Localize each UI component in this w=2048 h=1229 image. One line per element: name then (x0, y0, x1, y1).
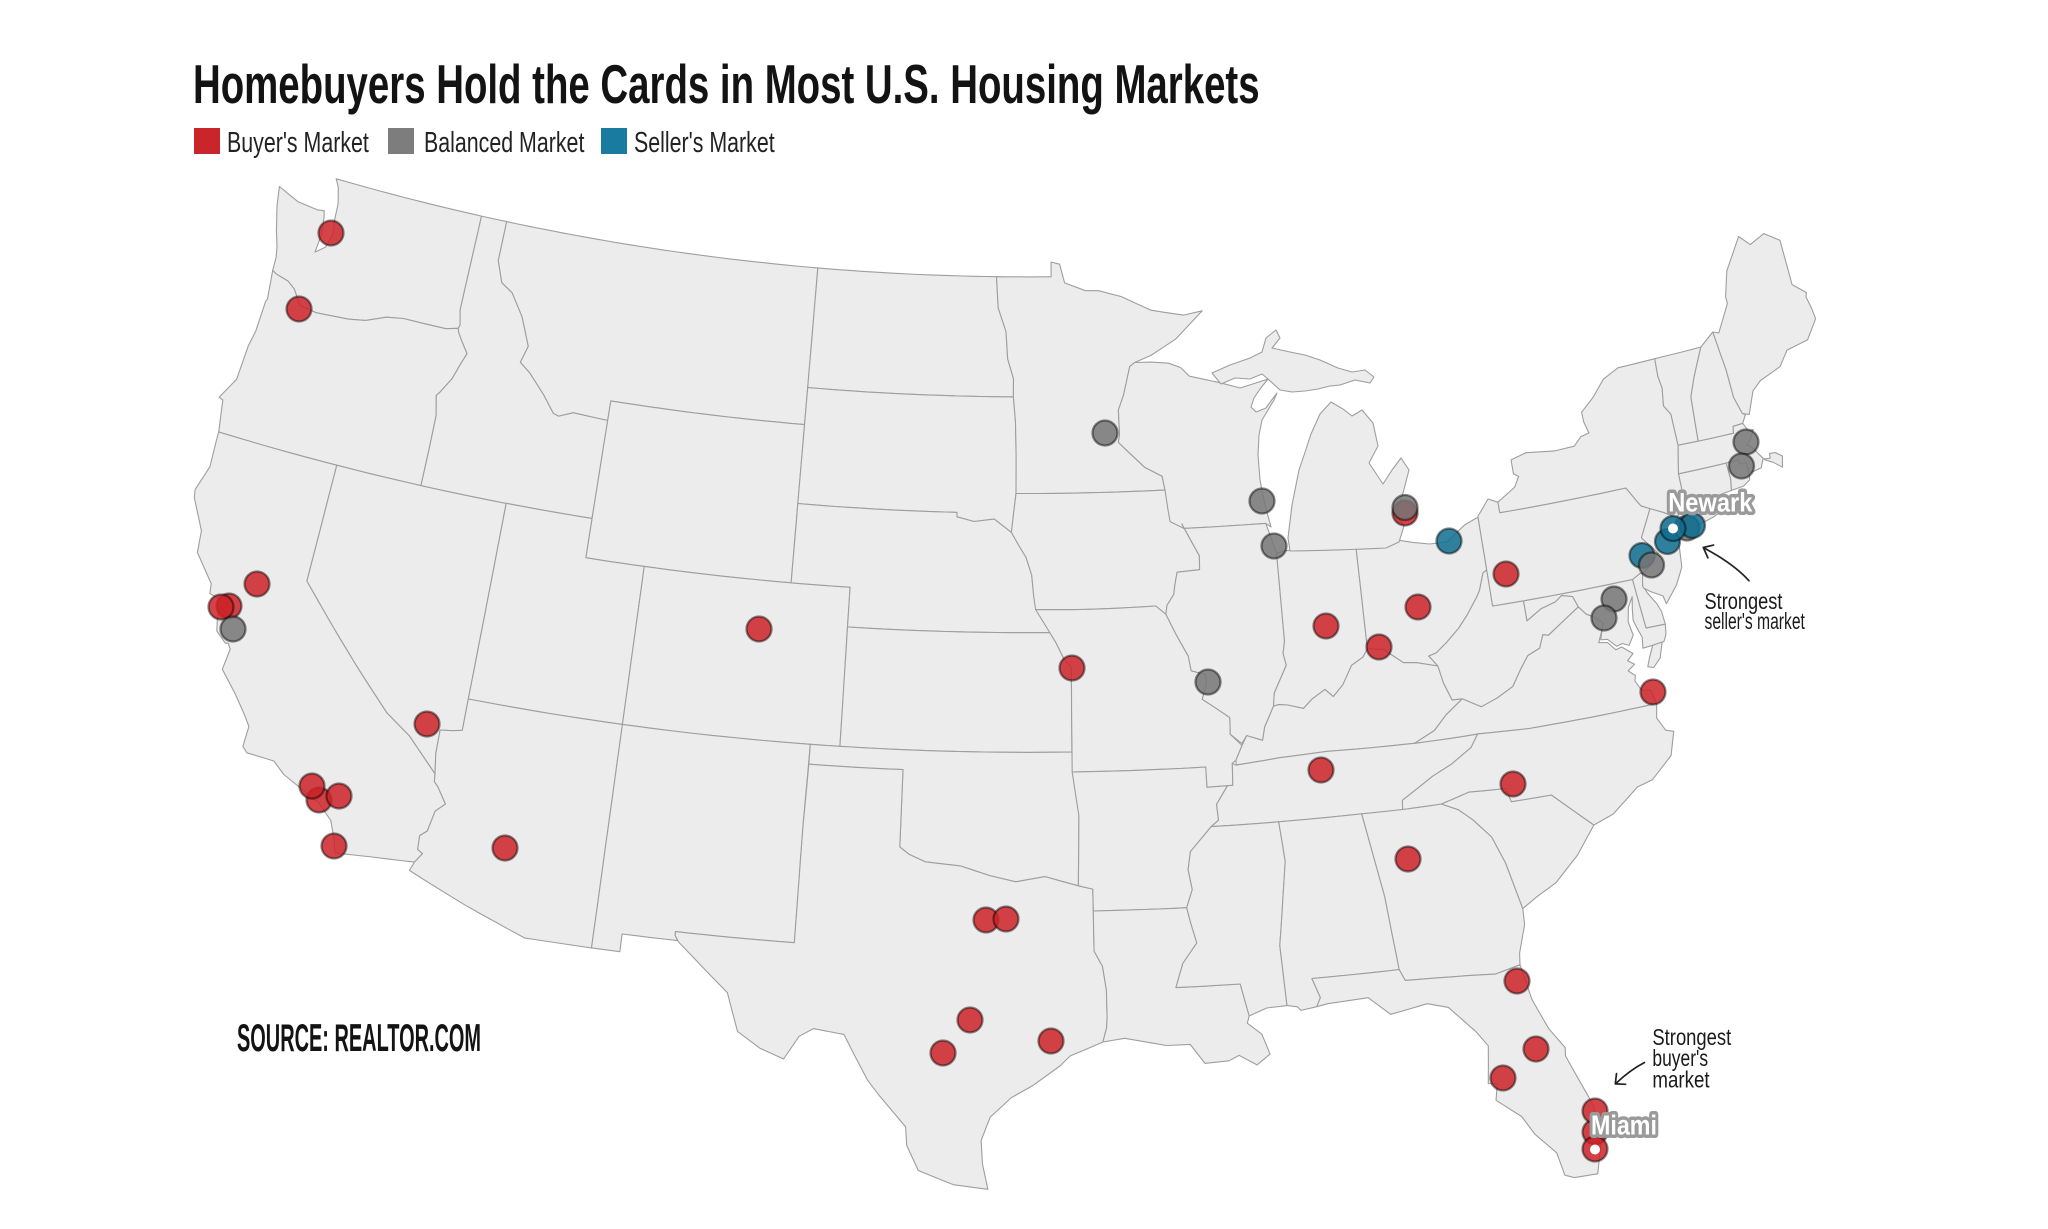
svg-text:seller's market: seller's market (1705, 609, 1806, 635)
svg-text:Strongest: Strongest (1705, 589, 1783, 614)
svg-text:Newark: Newark (1668, 488, 1753, 518)
svg-text:market: market (1652, 1068, 1709, 1093)
svg-text:Strongest: Strongest (1652, 1025, 1731, 1050)
svg-text:Miami: Miami (1591, 1111, 1657, 1141)
svg-text:buyer's: buyer's (1652, 1047, 1708, 1072)
